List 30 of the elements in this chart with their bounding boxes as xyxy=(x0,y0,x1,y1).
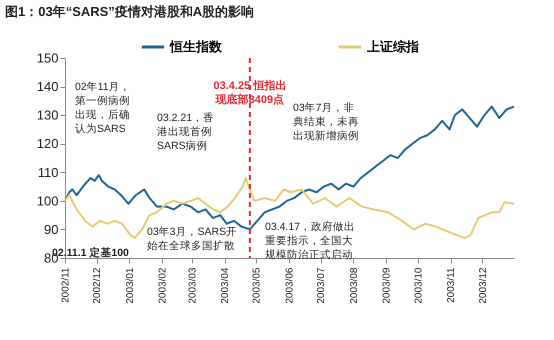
y-tick-label: 90 xyxy=(44,222,58,237)
x-tick-label: 2003/03 xyxy=(187,267,198,304)
x-tick-label: 2003/11 xyxy=(446,267,458,303)
legend-label: 恒生指数 xyxy=(169,39,223,54)
x-tick-label: 2003/09 xyxy=(382,267,393,304)
annotation: 03年7月，非典结束，未再出现新增病例 xyxy=(293,101,359,142)
annotation: 03.4.17，政府做出重要指示，全国大规模防治正式启动 xyxy=(265,220,356,261)
x-tick-label: 2003/04 xyxy=(220,267,232,304)
x-tick-label: 2003/10 xyxy=(413,267,424,304)
x-tick-label: 2003/05 xyxy=(252,267,263,304)
ref-line-label: 03.4.25 恒指出现底部8409点 xyxy=(214,79,286,106)
x-tick-label: 2003/02 xyxy=(158,267,169,304)
annotation: 02年11月，第一例病例出现，后确认为SARS xyxy=(75,81,131,135)
y-tick-label: 120 xyxy=(36,136,58,152)
x-tick-label: 2003/12 xyxy=(478,267,489,304)
x-tick-label: 2003/08 xyxy=(348,267,360,304)
y-tick-label: 150 xyxy=(36,50,58,66)
y-tick-label: 140 xyxy=(36,79,58,94)
x-tick-label: 2003/06 xyxy=(284,267,296,304)
annotation: 03年3月，SARS开始在全球多国扩散 xyxy=(147,226,238,252)
y-tick-label: 100 xyxy=(36,193,58,208)
x-tick-label: 2002/12 xyxy=(92,267,104,304)
annotation: 03.2.21，香港出现首例SARS病例 xyxy=(157,111,214,152)
y-tick-label: 130 xyxy=(36,108,58,123)
x-tick-label: 2003/01 xyxy=(124,267,136,304)
y-tick-label: 110 xyxy=(38,164,58,180)
x-tick-label: 2002/11 xyxy=(60,267,72,303)
legend-label: 上证综指 xyxy=(366,39,419,54)
x-tick-label: 2003/07 xyxy=(316,267,328,304)
chart-title: 图1：03年“SARS”疫情对港股和A股的影响 xyxy=(5,4,254,19)
